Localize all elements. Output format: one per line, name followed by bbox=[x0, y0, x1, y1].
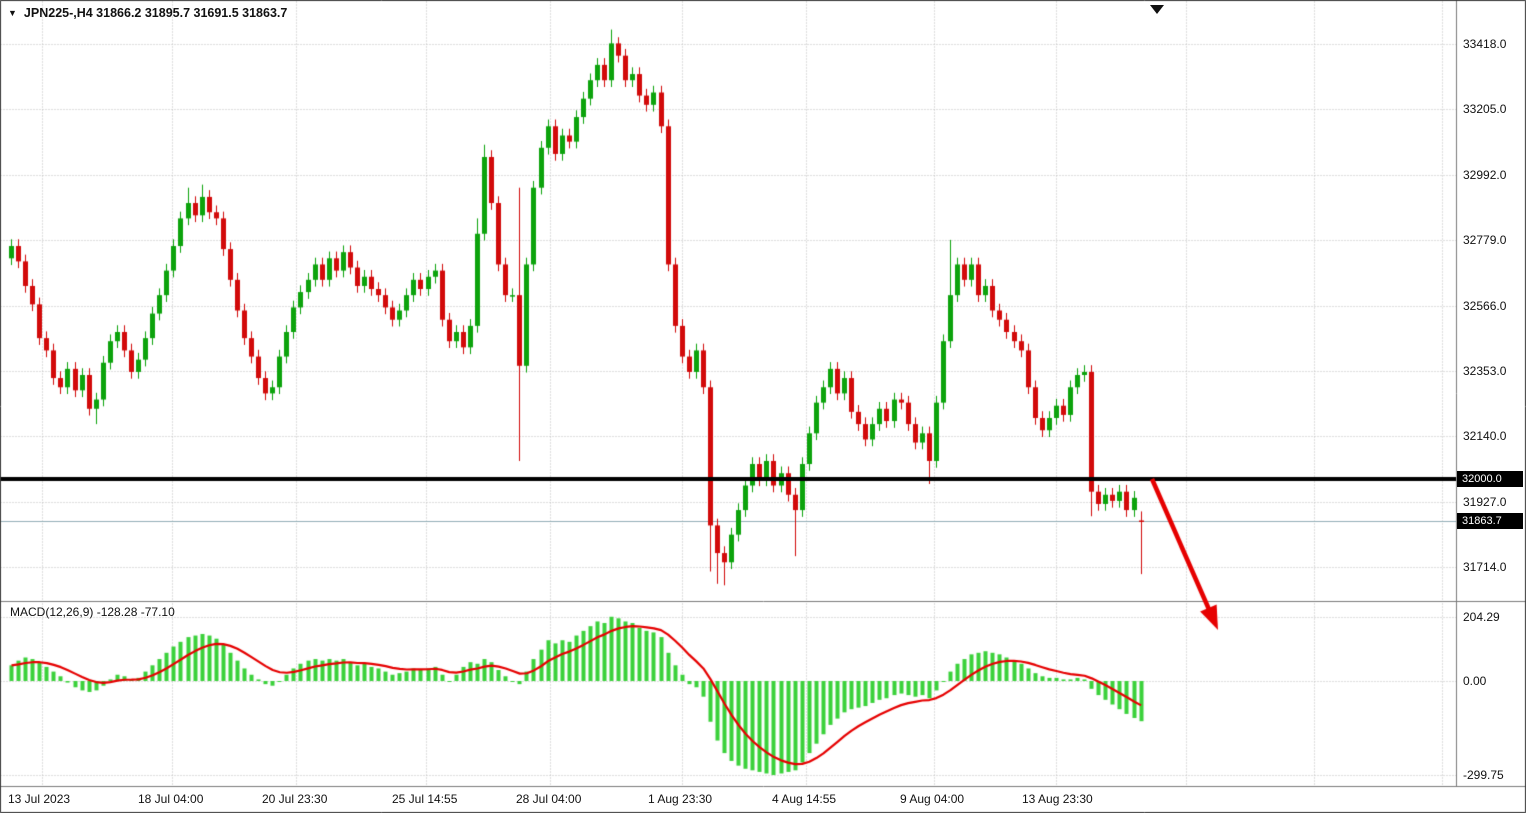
price-tick-label: 32140.0 bbox=[1463, 429, 1507, 443]
time-tick-label: 20 Jul 23:30 bbox=[262, 792, 328, 806]
current-price-badge: 31863.7 bbox=[1457, 513, 1523, 529]
price-tick-label: 31714.0 bbox=[1463, 560, 1507, 574]
macd-tick-label: 204.29 bbox=[1463, 610, 1500, 624]
price-tick-label: 33418.0 bbox=[1463, 37, 1507, 51]
time-tick-label: 4 Aug 14:55 bbox=[772, 792, 837, 806]
macd-indicator-label: MACD(12,26,9) -128.28 -77.10 bbox=[10, 605, 175, 619]
macd-tick-label: -299.75 bbox=[1463, 768, 1504, 782]
symbol-ohlc-text: JPN225-,H4 31866.2 31895.7 31691.5 31863… bbox=[23, 6, 288, 20]
chart-shift-marker-icon[interactable] bbox=[1150, 5, 1164, 14]
time-tick-label: 25 Jul 14:55 bbox=[392, 792, 458, 806]
time-tick-label: 13 Jul 2023 bbox=[8, 792, 71, 806]
symbol-ohlc-header: ▼ JPN225-,H4 31866.2 31895.7 31691.5 318… bbox=[8, 6, 287, 20]
time-tick-label: 13 Aug 23:30 bbox=[1022, 792, 1093, 806]
time-tick-label: 1 Aug 23:30 bbox=[648, 792, 713, 806]
price-tick-label: 31927.0 bbox=[1463, 495, 1507, 509]
price-tick-label: 32566.0 bbox=[1463, 299, 1507, 313]
time-tick-label: 28 Jul 04:00 bbox=[516, 792, 582, 806]
level-price-badge: 32000.0 bbox=[1457, 471, 1523, 487]
symbol-dropdown-icon[interactable]: ▼ bbox=[8, 7, 17, 18]
price-tick-label: 32353.0 bbox=[1463, 364, 1507, 378]
time-tick-label: 9 Aug 04:00 bbox=[900, 792, 965, 806]
macd-tick-label: 0.00 bbox=[1463, 674, 1487, 688]
time-tick-label: 18 Jul 04:00 bbox=[138, 792, 204, 806]
price-tick-label: 32779.0 bbox=[1463, 233, 1507, 247]
price-tick-label: 32992.0 bbox=[1463, 168, 1507, 182]
price-tick-label: 33205.0 bbox=[1463, 102, 1507, 116]
